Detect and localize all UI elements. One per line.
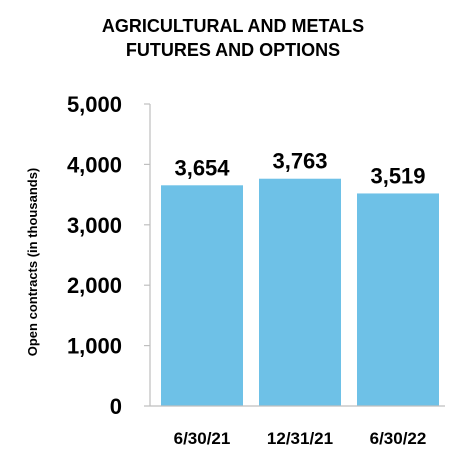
y-axis-ticks: 0 1,000 2,000 3,000 4,000 5,000 xyxy=(67,92,150,419)
y-tick-label: 1,000 xyxy=(67,334,122,359)
y-tick-label: 0 xyxy=(110,394,122,419)
y-tick-label: 5,000 xyxy=(67,92,122,117)
x-tick-label: 6/30/21 xyxy=(174,429,231,448)
y-tick-label: 2,000 xyxy=(67,273,122,298)
data-labels: 3,654 3,763 3,519 xyxy=(174,149,425,189)
data-label: 3,654 xyxy=(174,155,230,180)
x-axis-ticks: 6/30/21 12/31/21 6/30/22 xyxy=(174,429,427,448)
x-tick-label: 6/30/22 xyxy=(370,429,427,448)
y-axis-label: Open contracts (in thousands) xyxy=(25,168,40,357)
y-tick-label: 4,000 xyxy=(67,152,122,177)
y-tick-label: 3,000 xyxy=(67,213,122,238)
bar-6-30-22 xyxy=(357,193,439,406)
data-label: 3,519 xyxy=(370,163,425,188)
bar-12-31-21 xyxy=(259,178,341,406)
chart-title-line-2: FUTURES AND OPTIONS xyxy=(125,40,341,60)
chart-title-line-1: AGRICULTURAL AND METALS xyxy=(101,16,365,36)
data-label: 3,763 xyxy=(272,149,327,174)
x-tick-label: 12/31/21 xyxy=(267,429,333,448)
bar-6-30-21 xyxy=(161,185,243,406)
bars xyxy=(161,178,439,406)
chart-title: AGRICULTURAL AND METALS FUTURES AND OPTI… xyxy=(0,14,466,62)
